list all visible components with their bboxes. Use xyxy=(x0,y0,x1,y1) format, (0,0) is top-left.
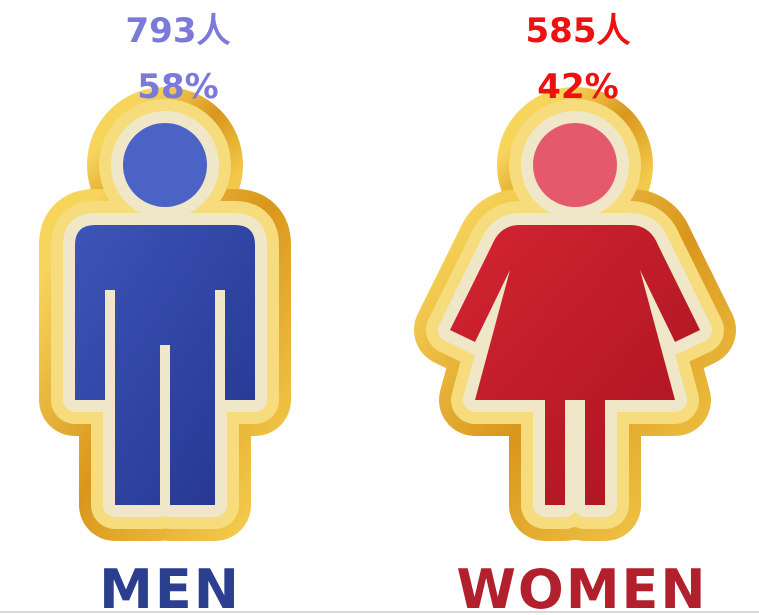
men-icon xyxy=(39,87,291,541)
men-percent: 58% xyxy=(137,67,218,107)
women-icon xyxy=(414,87,736,541)
women-count: 585人 xyxy=(526,11,631,51)
men-count: 793人 xyxy=(126,11,231,51)
women-percent: 42% xyxy=(537,67,618,107)
men-label: MEN xyxy=(99,558,241,615)
women-label: WOMEN xyxy=(456,558,707,615)
